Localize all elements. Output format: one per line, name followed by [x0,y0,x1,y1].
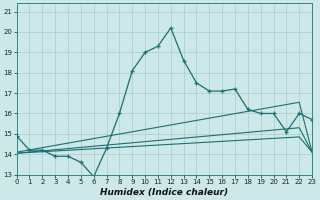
X-axis label: Humidex (Indice chaleur): Humidex (Indice chaleur) [100,188,228,197]
